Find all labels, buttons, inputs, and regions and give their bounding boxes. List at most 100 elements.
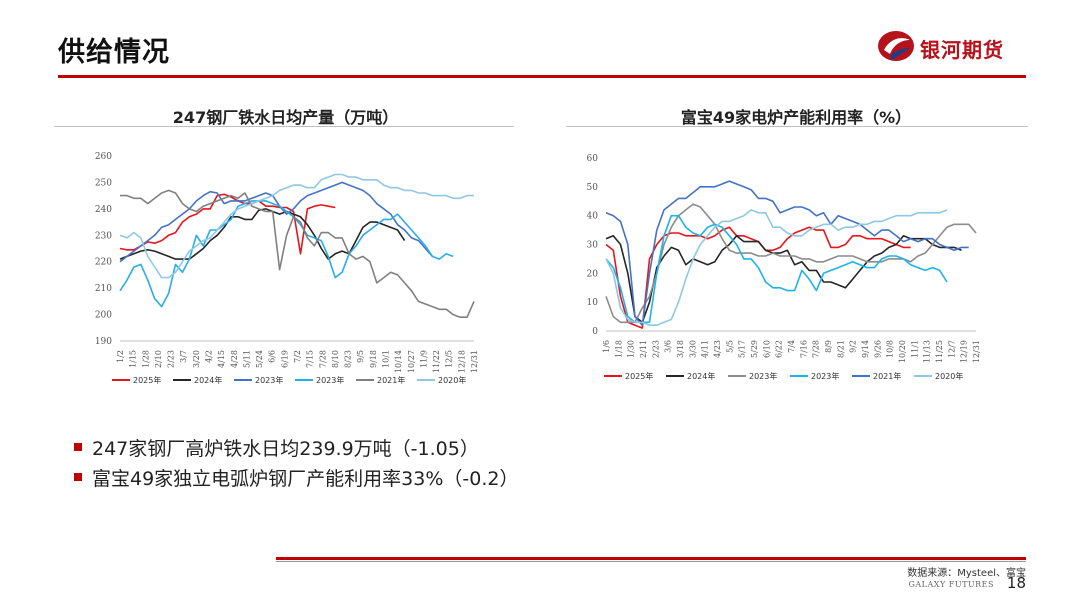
y-tick-label: 50	[587, 183, 599, 193]
x-tick-label: 3/20	[192, 350, 201, 368]
x-tick-label: 6/6	[268, 350, 277, 363]
x-tick-label: 9/14	[861, 340, 870, 358]
x-tick-label: 12/31	[972, 340, 981, 363]
y-tick-label: 10	[587, 298, 599, 308]
y-tick-label: 190	[95, 337, 112, 347]
x-tick-label: 5/11	[242, 350, 251, 368]
x-tick-label: 4/15	[217, 350, 226, 368]
hot-metal-chart: 190 200 210 220 230 240 250 260 1/2 1/15 1/28 2/10 2…	[95, 152, 479, 385]
bullet-text: 富宝49家独立电弧炉钢厂产能利用率33%（-0.2）	[92, 467, 519, 490]
x-tick-label: 9/2	[849, 340, 858, 353]
x-tick-label: 1/6	[602, 340, 611, 353]
x-tick-label: 8/23	[344, 350, 353, 368]
x-tick-label: 12/19	[960, 340, 969, 363]
y-tick-label: 220	[95, 258, 112, 268]
x-tick-label: 2/10	[154, 350, 163, 368]
x-tick-label: 10/27	[407, 350, 416, 373]
footer-rule-thin	[276, 561, 1026, 562]
series-line	[119, 200, 454, 308]
legend-label: 2024年	[194, 375, 222, 385]
data-source: 数据来源：Mysteel、富宝	[907, 568, 1026, 579]
legend-label: 2023年	[811, 371, 839, 381]
y-tick-label: 30	[587, 241, 599, 251]
y-tick-label: 250	[95, 178, 112, 188]
x-tick-label: 5/17	[738, 340, 747, 358]
bullet-list: 247家钢厂高炉铁水日均239.9万吨（-1.05） 富宝49家独立电弧炉钢厂产…	[74, 432, 518, 492]
logo-text: 银河期货	[920, 38, 1004, 62]
x-tick-label: 8/10	[331, 350, 340, 368]
x-tick-label: 4/28	[230, 350, 239, 368]
chart-title-rule-right	[566, 126, 1028, 127]
x-tick-label: 6/22	[775, 340, 784, 358]
bullet-marker	[74, 473, 82, 481]
x-tick-label: 3/7	[179, 350, 188, 363]
x-tick-label: 10/20	[898, 340, 907, 363]
x-tick-label: 1/30	[627, 340, 636, 358]
x-tick-label: 8/9	[824, 340, 833, 353]
x-tick-label: 11/22	[432, 350, 441, 373]
legend-label: 2023年	[255, 375, 283, 385]
y-tick-label: 0	[592, 327, 598, 337]
footer-rule	[276, 557, 1026, 560]
page-title: 供给情况	[58, 37, 170, 68]
x-tick-label: 1/15	[129, 350, 138, 368]
x-tick-label: 12/7	[947, 340, 956, 358]
bullet-text: 247家钢厂高炉铁水日均239.9万吨（-1.05）	[92, 437, 479, 460]
x-tick-label: 5/29	[750, 340, 759, 358]
y-tick-label: 240	[95, 205, 112, 215]
x-tick-label: 7/28	[318, 350, 327, 368]
header-rule	[58, 75, 1026, 78]
x-tick-label: 11/25	[935, 340, 944, 363]
legend-label: 2021年	[377, 375, 405, 385]
y-tick-label: 20	[587, 269, 599, 279]
x-tick-label: 12/18	[457, 350, 466, 373]
x-tick-label: 6/19	[280, 350, 289, 368]
legend-label: 2023年	[316, 375, 344, 385]
legend-label: 2025年	[133, 375, 161, 385]
y-tick-label: 210	[95, 284, 112, 294]
x-tick-label: 7/4	[787, 340, 796, 353]
series-line	[119, 173, 474, 279]
y-tick-label: 200	[95, 311, 112, 321]
series-line	[119, 193, 336, 255]
x-tick-label: 1/2	[116, 350, 125, 363]
x-tick-label: 11/13	[923, 340, 932, 363]
x-tick-label: 5/5	[725, 340, 734, 353]
x-tick-label: 3/6	[664, 340, 673, 353]
x-tick-label: 5/24	[255, 350, 264, 368]
x-tick-label: 8/21	[836, 340, 845, 358]
x-tick-label: 7/15	[306, 350, 315, 368]
x-tick-label: 2/11	[639, 340, 648, 358]
x-tick-label: 10/14	[394, 350, 403, 373]
x-tick-label: 9/26	[873, 340, 882, 358]
chart-title-left: 247钢厂铁水日均产量（万吨）	[172, 108, 399, 127]
legend-label: 2024年	[687, 371, 715, 381]
bullet-item: 247家钢厂高炉铁水日均239.9万吨（-1.05）	[74, 432, 518, 462]
y-tick-label: 40	[587, 212, 599, 222]
series-line	[605, 180, 969, 326]
x-tick-label: 7/28	[812, 340, 821, 358]
x-tick-label: 11/1	[910, 340, 919, 358]
x-tick-label: 9/18	[369, 350, 378, 368]
x-tick-label: 3/30	[688, 340, 697, 358]
legend-label: 2021年	[873, 371, 901, 381]
x-tick-label: 4/23	[713, 340, 722, 358]
y-tick-label: 230	[95, 231, 112, 241]
x-tick-label: 2/23	[167, 350, 176, 368]
x-tick-label: 12/5	[445, 350, 454, 368]
x-tick-label: 7/2	[293, 350, 302, 363]
series-line	[605, 209, 948, 326]
brand-english: GALAXY FUTURES	[908, 580, 994, 589]
x-tick-label: 11/9	[419, 350, 428, 368]
x-tick-label: 4/11	[701, 340, 710, 358]
x-tick-label: 1/28	[141, 350, 150, 368]
legend-label: 2020年	[438, 375, 466, 385]
x-tick-label: 2/23	[651, 340, 660, 358]
x-tick-label: 7/16	[799, 340, 808, 358]
series-line	[119, 181, 433, 263]
bullet-item: 富宝49家独立电弧炉钢厂产能利用率33%（-0.2）	[74, 462, 518, 492]
chart-title-right: 富宝49家电炉产能利用率（%）	[680, 108, 912, 127]
chart-title-rule-left	[54, 126, 514, 127]
galaxy-logo-icon	[878, 31, 914, 61]
series-line	[120, 189, 475, 318]
